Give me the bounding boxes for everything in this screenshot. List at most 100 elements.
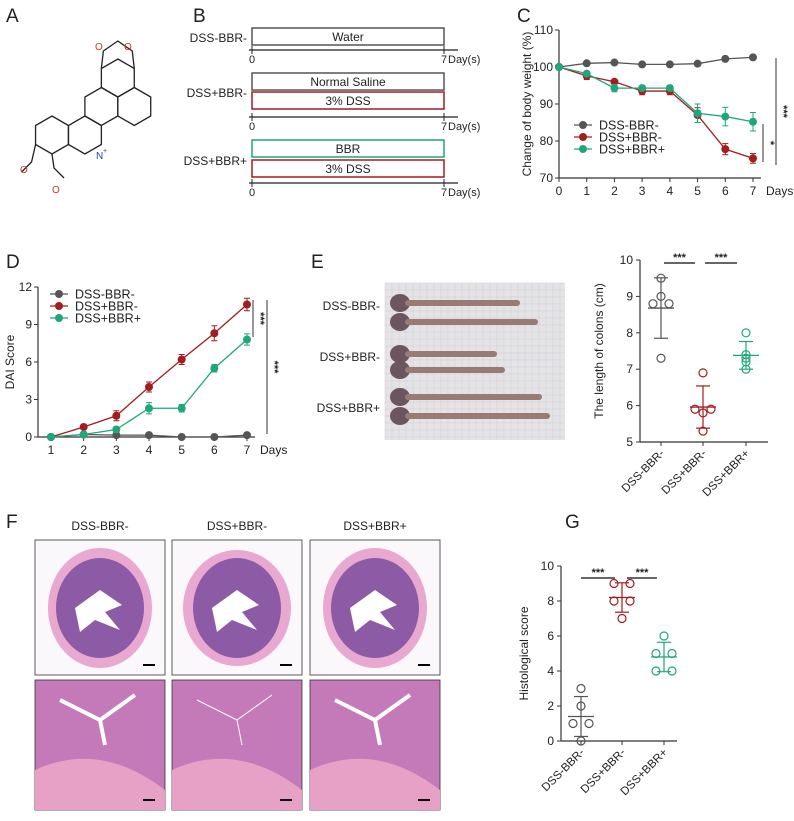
data-point	[243, 431, 251, 440]
photo-group-label: DSS+BBR+	[317, 401, 380, 415]
lumen	[212, 590, 259, 632]
timeline-start: 0	[249, 121, 255, 133]
data-point	[749, 154, 757, 163]
legend-marker	[55, 290, 63, 298]
data-point	[741, 328, 751, 338]
x-tick-label: 1	[48, 443, 55, 457]
x-tick-label: 5	[694, 184, 701, 198]
panel-label-c: C	[517, 6, 531, 27]
y-tick-label: 90	[540, 97, 554, 111]
y-tick-label: 8	[547, 594, 554, 608]
crypt-lumen	[196, 694, 273, 746]
x-tick-label: 3	[639, 184, 646, 198]
data-point	[210, 329, 219, 338]
data-point	[145, 431, 153, 440]
y-tick-label: 9	[626, 289, 633, 303]
x-tick-label: 2	[80, 443, 87, 457]
colon-cecum	[390, 313, 410, 331]
y-tick-label: 110	[534, 23, 553, 37]
lumen	[350, 590, 397, 632]
legend-marker	[55, 302, 63, 310]
data-point	[582, 59, 591, 68]
y-tick-label: 6	[25, 355, 32, 369]
data-point	[177, 355, 186, 364]
panel-label-e: E	[311, 252, 324, 273]
treatment-label: Normal Saline	[310, 75, 386, 89]
data-point	[721, 112, 730, 121]
panel-label-b: B	[193, 6, 206, 27]
x-tick-label: DSS+BBR+	[701, 447, 753, 499]
data-point	[706, 404, 716, 414]
data-point	[749, 117, 757, 126]
panel-label-a: A	[6, 6, 19, 27]
legend-marker	[579, 145, 587, 153]
treatment-label: 3% DSS	[325, 94, 370, 108]
data-point	[609, 578, 619, 589]
y-tick-label: 100	[533, 60, 553, 74]
treatment-label: Water	[332, 30, 364, 44]
ring-bond	[34, 115, 70, 155]
y-tick-label: 2	[547, 699, 554, 713]
legend-marker	[579, 121, 587, 129]
data-point	[112, 431, 121, 440]
timeline-unit: Day(s)	[448, 187, 480, 199]
treatment-box	[251, 72, 445, 91]
photo-group-label: DSS-BBR-	[323, 299, 380, 313]
colon-cecum	[390, 361, 410, 379]
data-point	[112, 411, 121, 420]
data-point	[584, 718, 594, 729]
data-point	[210, 364, 219, 373]
legend-label: DSS-BBR-	[75, 288, 135, 302]
crypt-lumen	[334, 693, 412, 746]
muscle-layer	[35, 758, 165, 810]
atom-n: N	[96, 151, 103, 162]
histology-group-label: DSS-BBR-	[71, 519, 128, 533]
x-tick-label: 2	[611, 184, 618, 198]
y-tick-label: 0	[547, 734, 554, 748]
legend-label: DSS-BBR-	[599, 119, 659, 133]
data-point	[693, 59, 702, 68]
x-tick-label: 0	[556, 184, 563, 198]
y-tick-label: 7	[626, 362, 633, 376]
y-tick-label: 5	[626, 435, 633, 449]
significance-label: ***	[254, 312, 266, 326]
significance-label: ***	[715, 252, 729, 264]
significance-label: ***	[777, 105, 789, 119]
body-weight-chart: 70 80 90 100 110 0 1 2 3 4 5 6 7 Days Change of body w…	[520, 23, 793, 198]
colon	[405, 394, 542, 400]
x-tick-label: 6	[722, 184, 729, 198]
timeline-end: 7	[441, 187, 447, 199]
timeline-unit: Day(s)	[448, 121, 480, 133]
y-tick-label: 12	[19, 280, 33, 294]
significance-label: ***	[673, 252, 687, 264]
treatment-box	[251, 139, 445, 158]
data-point	[210, 433, 219, 441]
y-axis-label: The length of colons (cm)	[592, 283, 606, 418]
ring-bond	[67, 115, 103, 155]
data-point	[610, 58, 619, 67]
atom-o: O	[124, 42, 132, 53]
colon	[405, 319, 538, 325]
significance-label: *	[764, 141, 776, 146]
data-point	[177, 404, 186, 413]
schematic-group-label: DSS+BBR+	[184, 154, 247, 168]
legend-marker	[55, 314, 63, 322]
treatment-label: BBR	[336, 142, 361, 156]
data-point	[648, 299, 658, 309]
histology-group-label: DSS+BBR+	[343, 519, 406, 533]
legend-label: DSS+BBR-	[75, 300, 138, 314]
panel-label-d: D	[6, 252, 20, 273]
data-point	[243, 300, 251, 309]
y-tick-label: 70	[540, 171, 554, 185]
data-point	[617, 613, 627, 624]
methoxy-bond	[51, 153, 65, 179]
legend-label: DSS+BBR+	[599, 143, 665, 157]
berberine-structure	[21, 40, 152, 179]
lumen	[75, 590, 122, 632]
data-point	[749, 53, 757, 62]
data-point	[698, 368, 708, 378]
series-line	[558, 66, 754, 123]
schematic-group-label: DSS-BBR-	[190, 31, 247, 45]
